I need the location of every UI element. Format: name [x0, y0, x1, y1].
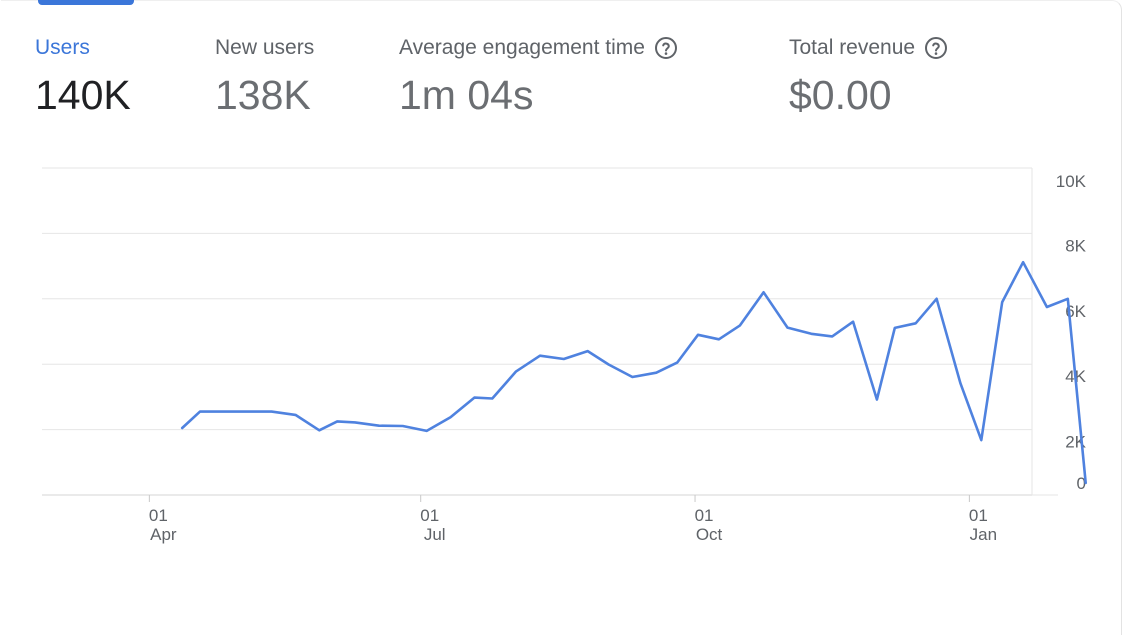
help-icon[interactable]: [924, 36, 948, 60]
metric-users-value: 140K: [35, 72, 131, 118]
metric-total-revenue-label-row: Total revenue: [789, 34, 948, 62]
x-tick-month-label: Apr: [150, 525, 177, 544]
metric-engagement-time[interactable]: Average engagement time 1m 04s: [399, 34, 678, 118]
y-tick-label: 10K: [1056, 172, 1087, 191]
x-tick-day-label: 01: [695, 506, 714, 525]
x-tick-day-label: 01: [969, 506, 988, 525]
y-tick-label: 8K: [1065, 236, 1086, 255]
metric-users[interactable]: Users 140K: [35, 34, 131, 118]
metric-engagement-time-value: 1m 04s: [399, 72, 534, 118]
metric-total-revenue[interactable]: Total revenue $0.00: [789, 34, 948, 118]
metric-new-users-value: 138K: [215, 72, 311, 118]
active-tab-indicator: [38, 0, 134, 5]
x-tick-month-label: Jul: [424, 525, 446, 544]
metric-new-users-label: New users: [215, 36, 315, 59]
metric-users-label: Users: [35, 36, 90, 59]
x-tick-day-label: 01: [149, 506, 168, 525]
metric-engagement-time-label-row: Average engagement time: [399, 34, 678, 62]
metric-engagement-time-label: Average engagement time: [399, 36, 645, 59]
x-tick-month-label: Jan: [970, 525, 997, 544]
help-icon[interactable]: [654, 36, 678, 60]
x-tick-day-label: 01: [420, 506, 439, 525]
metric-total-revenue-value: $0.00: [789, 72, 892, 118]
metric-total-revenue-label: Total revenue: [789, 36, 916, 59]
series-line-users: [180, 260, 1087, 485]
x-tick-month-label: Oct: [696, 525, 723, 544]
metric-new-users[interactable]: New users 138K: [215, 34, 314, 118]
y-tick-label: 0: [1077, 474, 1086, 493]
